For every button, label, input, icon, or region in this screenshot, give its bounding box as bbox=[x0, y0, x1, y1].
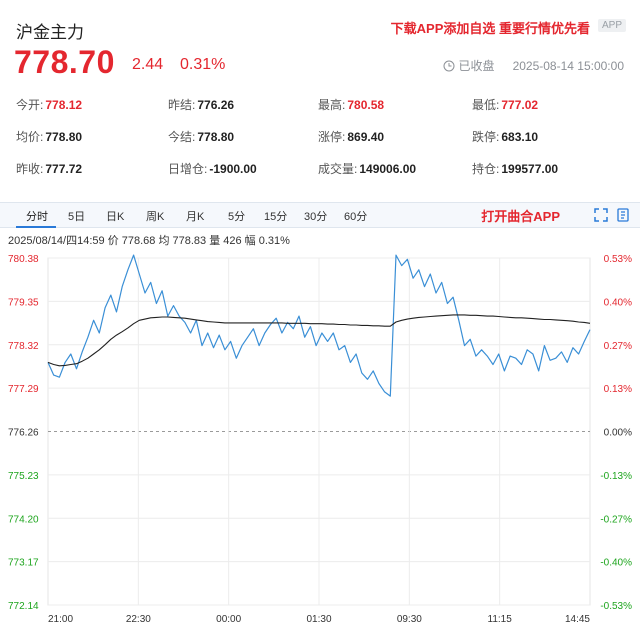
y-tick-left: 776.26 bbox=[8, 428, 39, 439]
stat-item: 今开: 778.12 bbox=[16, 96, 82, 113]
tab-6[interactable]: 15分 bbox=[264, 211, 288, 223]
crosshair-summary: 2025/08/14/四14:59 价 778.68 均 778.83 量 42… bbox=[8, 235, 290, 247]
stat-item: 成交量: 149006.00 bbox=[318, 160, 416, 177]
app-badge[interactable]: APP bbox=[597, 19, 626, 32]
stat-label: 持仓: bbox=[472, 162, 500, 176]
x-tick-label: 01:30 bbox=[306, 614, 331, 624]
y-tick-right: 0.27% bbox=[604, 341, 632, 352]
stat-label: 最高: bbox=[318, 98, 346, 112]
stat-value: 869.40 bbox=[347, 130, 385, 144]
stat-item: 最低: 777.02 bbox=[472, 96, 538, 113]
quote-timestamp: 2025-08-14 15:00:00 bbox=[512, 58, 624, 73]
tab-3[interactable]: 周K bbox=[146, 211, 165, 223]
y-tick-left: 777.29 bbox=[8, 384, 39, 395]
instrument-title: 沪金主力 bbox=[16, 23, 84, 42]
stat-value: 776.26 bbox=[197, 98, 235, 112]
y-tick-right: 0.00% bbox=[604, 428, 632, 439]
stat-value: 149006.00 bbox=[359, 162, 417, 176]
tab-8[interactable]: 60分 bbox=[344, 211, 368, 223]
market-status-text: 已收盘 bbox=[458, 59, 495, 73]
stat-item: 跌停: 683.10 bbox=[472, 128, 538, 145]
stat-item: 昨收: 777.72 bbox=[16, 160, 82, 177]
stat-label: 跌停: bbox=[472, 130, 500, 144]
market-status: 已收盘 2025-08-14 15:00:00 bbox=[443, 57, 624, 74]
stat-value: 777.02 bbox=[501, 98, 539, 112]
x-tick-label: 11:15 bbox=[488, 614, 513, 624]
stat-value: 778.12 bbox=[45, 98, 83, 112]
settings-icon[interactable] bbox=[616, 208, 630, 222]
stat-item: 持仓: 199577.00 bbox=[472, 160, 558, 177]
open-app-button[interactable]: 打开曲合APP bbox=[481, 209, 560, 224]
y-tick-right: 0.13% bbox=[604, 384, 632, 395]
y-tick-right: -0.13% bbox=[600, 471, 632, 482]
stat-item: 涨停: 869.40 bbox=[318, 128, 384, 145]
last-price: 778.70 bbox=[14, 44, 115, 80]
tab-0[interactable]: 分时 bbox=[26, 211, 48, 223]
download-app-promo-link[interactable]: 下载APP添加自选 重要行情优先看 bbox=[390, 21, 590, 36]
stat-value: 777.72 bbox=[45, 162, 83, 176]
y-tick-right: -0.27% bbox=[600, 514, 632, 525]
clock-icon bbox=[443, 60, 455, 72]
stat-value: 780.58 bbox=[347, 98, 385, 112]
x-tick-label: 22:30 bbox=[126, 614, 151, 624]
y-tick-right: -0.53% bbox=[600, 601, 632, 612]
y-tick-left: 779.35 bbox=[8, 297, 39, 308]
tab-1[interactable]: 5日 bbox=[68, 211, 86, 223]
average-price-line bbox=[47, 314, 591, 367]
y-tick-left: 778.32 bbox=[8, 341, 39, 352]
y-tick-left: 773.17 bbox=[8, 558, 39, 569]
y-tick-left: 772.14 bbox=[8, 601, 39, 612]
stat-value: 683.10 bbox=[501, 130, 539, 144]
stat-label: 均价: bbox=[16, 130, 44, 144]
y-tick-right: 0.53% bbox=[604, 254, 632, 265]
stat-label: 日增仓: bbox=[168, 162, 208, 176]
price-line bbox=[47, 254, 591, 397]
chart-period-tabs: 打开曲合APP 分时 5日 日K 周K 月K 5分 15分 30分 60分 bbox=[0, 202, 640, 228]
x-tick-label: 14:45 bbox=[565, 614, 590, 624]
stat-label: 昨收: bbox=[16, 162, 44, 176]
stat-value: 199577.00 bbox=[501, 162, 559, 176]
y-tick-left: 774.20 bbox=[8, 514, 39, 525]
y-tick-right: 0.40% bbox=[604, 297, 632, 308]
stat-value: 778.80 bbox=[197, 130, 235, 144]
y-tick-left: 780.38 bbox=[8, 254, 39, 265]
stat-item: 今结: 778.80 bbox=[168, 128, 234, 145]
active-tab-indicator bbox=[16, 226, 56, 228]
y-tick-left: 775.23 bbox=[8, 471, 39, 482]
y-tick-right: -0.40% bbox=[600, 558, 632, 569]
stat-label: 涨停: bbox=[318, 130, 346, 144]
stat-item: 均价: 778.80 bbox=[16, 128, 82, 145]
stat-label: 今开: bbox=[16, 98, 44, 112]
stat-label: 成交量: bbox=[318, 162, 358, 176]
stat-item: 最高: 780.58 bbox=[318, 96, 384, 113]
price-change: 2.44 bbox=[132, 56, 164, 73]
stat-value: -1900.00 bbox=[209, 162, 257, 176]
stat-label: 最低: bbox=[472, 98, 500, 112]
tab-2[interactable]: 日K bbox=[106, 211, 125, 223]
x-tick-label: 21:00 bbox=[48, 614, 73, 624]
tab-5[interactable]: 5分 bbox=[228, 211, 246, 223]
fullscreen-icon[interactable] bbox=[594, 208, 608, 222]
stat-label: 昨结: bbox=[168, 98, 196, 112]
x-tick-label: 09:30 bbox=[397, 614, 422, 624]
tab-4[interactable]: 月K bbox=[186, 211, 205, 223]
stat-item: 昨结: 776.26 bbox=[168, 96, 234, 113]
stat-item: 日增仓: -1900.00 bbox=[168, 160, 257, 177]
intraday-chart[interactable]: 780.38 0.53% 779.35 0.40% 778.32 0.27% 777.29 0… bbox=[0, 248, 640, 624]
tab-7[interactable]: 30分 bbox=[304, 211, 328, 223]
price-change-percent: 0.31% bbox=[180, 56, 226, 73]
stat-label: 今结: bbox=[168, 130, 196, 144]
x-tick-label: 00:00 bbox=[216, 614, 241, 624]
stat-value: 778.80 bbox=[45, 130, 83, 144]
